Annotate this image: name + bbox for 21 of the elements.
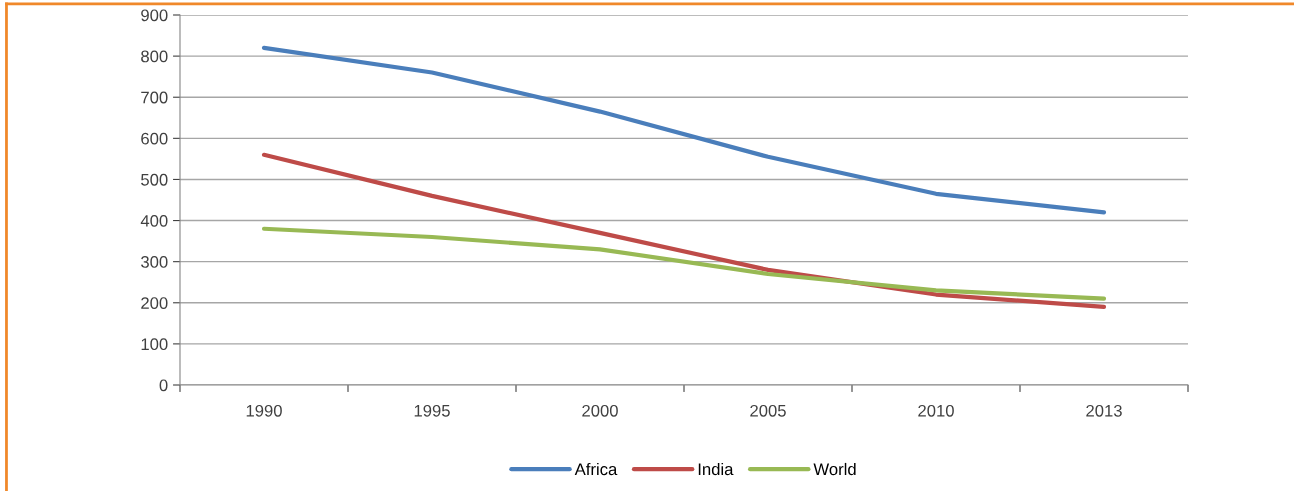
legend-label: Africa — [574, 462, 618, 476]
legend-label: World — [813, 462, 856, 476]
x-tick-label: 1990 — [246, 404, 282, 417]
y-tick-label: 800 — [141, 50, 168, 63]
y-tick-label: 0 — [159, 379, 168, 392]
x-tick-label: 2005 — [750, 404, 786, 417]
y-tick-label: 200 — [141, 297, 168, 309]
x-tick-label: 2010 — [918, 404, 954, 417]
y-tick-label: 600 — [141, 132, 168, 145]
x-tick-label: 2013 — [1086, 404, 1122, 417]
x-tick-label: 1995 — [414, 404, 450, 417]
y-tick-label: 100 — [141, 338, 168, 351]
y-tick-label: 500 — [141, 173, 168, 186]
legend-label: India — [698, 462, 734, 476]
line-series — [261, 45, 1107, 215]
y-tick-label: 700 — [141, 91, 168, 104]
line-series — [261, 226, 1107, 301]
y-tick-label: 900 — [141, 9, 168, 22]
y-tick-label: 400 — [140, 214, 168, 227]
x-tick-label: 2000 — [582, 404, 618, 417]
y-tick-label: 300 — [141, 256, 168, 268]
